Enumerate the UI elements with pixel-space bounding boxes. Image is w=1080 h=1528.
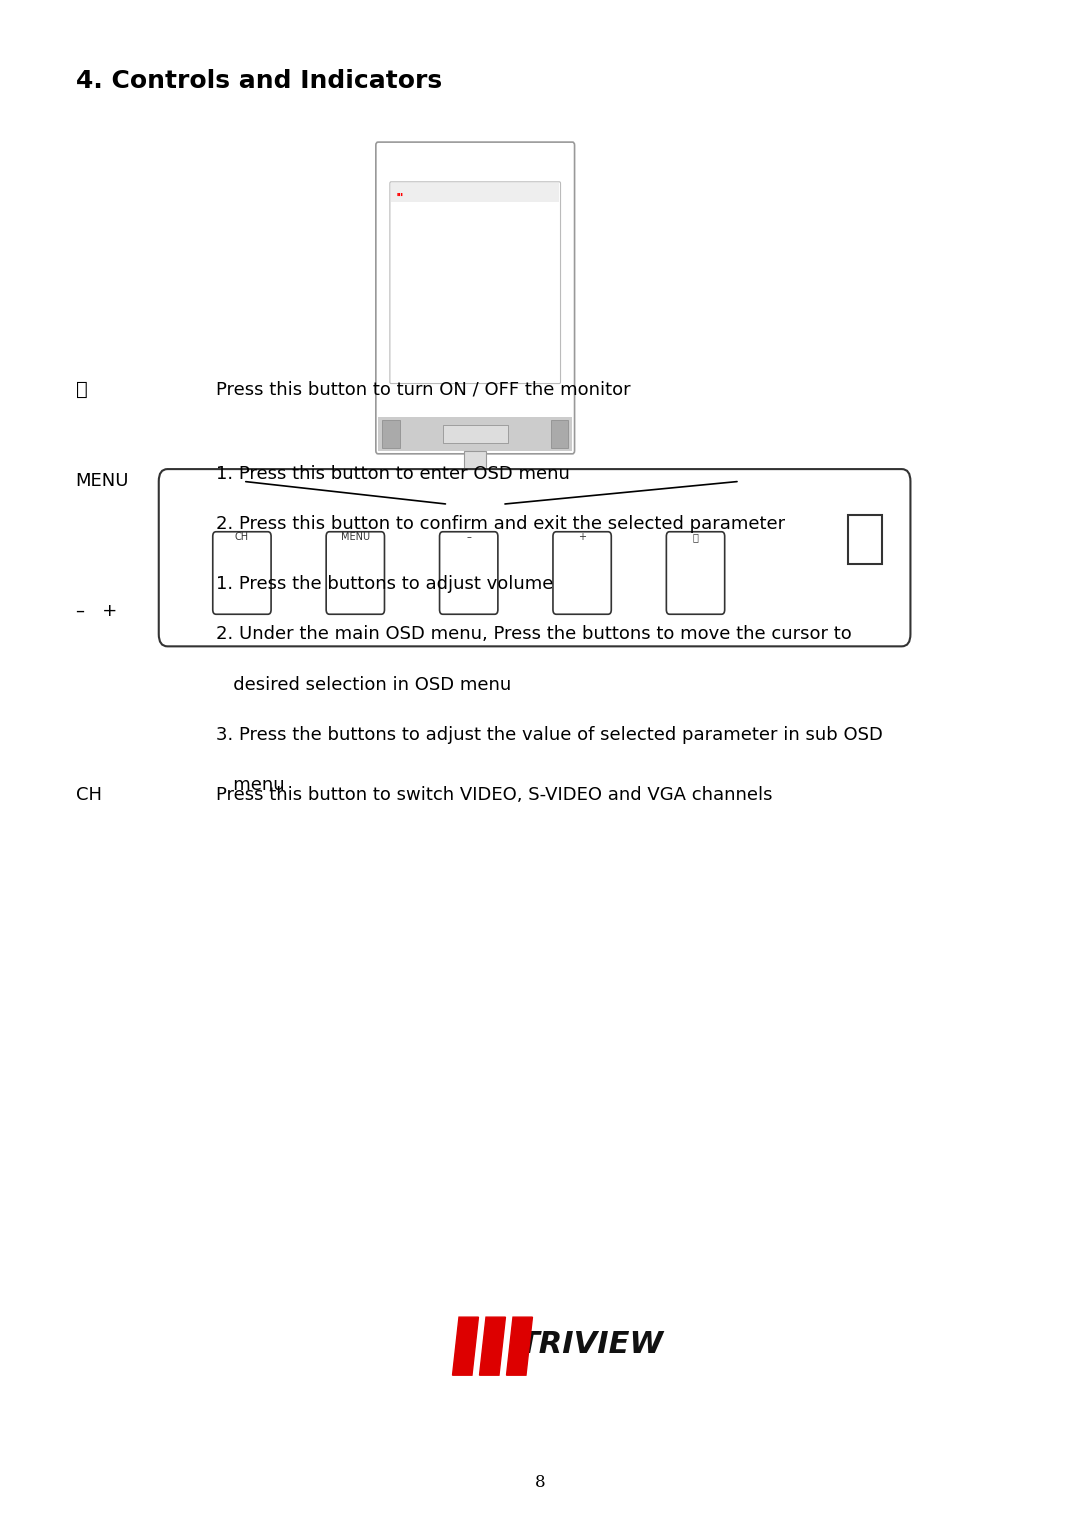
Text: ⏻: ⏻ [76,380,87,399]
Bar [382,420,400,448]
Bar [443,425,508,443]
FancyBboxPatch shape [440,532,498,614]
Bar [848,515,882,564]
Text: 2. Under the main OSD menu, Press the buttons to move the cursor to: 2. Under the main OSD menu, Press the bu… [216,625,852,643]
Polygon shape [507,1317,532,1375]
Text: ⏻: ⏻ [692,532,699,542]
Polygon shape [453,1317,478,1375]
Text: +: + [578,532,586,542]
Polygon shape [480,1317,505,1375]
Text: CH: CH [234,532,249,542]
FancyBboxPatch shape [326,532,384,614]
FancyBboxPatch shape [553,532,611,614]
Text: 8: 8 [535,1473,545,1491]
Text: TRIVIEW: TRIVIEW [518,1331,663,1358]
Text: 3. Press the buttons to adjust the value of selected parameter in sub OSD: 3. Press the buttons to adjust the value… [216,726,882,744]
FancyBboxPatch shape [213,532,271,614]
FancyBboxPatch shape [159,469,910,646]
Text: MENU: MENU [76,472,130,490]
Text: menu: menu [216,776,285,795]
Text: CH: CH [76,785,102,804]
FancyBboxPatch shape [666,532,725,614]
Text: 1. Press the buttons to adjust volume: 1. Press the buttons to adjust volume [216,575,553,593]
Text: Press this button to turn ON / OFF the monitor: Press this button to turn ON / OFF the m… [216,380,631,399]
Text: MENU: MENU [341,532,369,542]
Text: 2. Press this button to confirm and exit the selected parameter: 2. Press this button to confirm and exit… [216,515,785,533]
Text: Press this button to switch VIDEO, S-VIDEO and VGA channels: Press this button to switch VIDEO, S-VID… [216,785,772,804]
Text: 1. Press this button to enter OSD menu: 1. Press this button to enter OSD menu [216,465,570,483]
Text: –: – [467,532,471,542]
FancyBboxPatch shape [435,486,515,507]
Bar [391,183,559,202]
FancyBboxPatch shape [376,142,575,454]
Bar [464,451,486,489]
Text: desired selection in OSD menu: desired selection in OSD menu [216,675,511,694]
FancyBboxPatch shape [390,182,561,384]
Text: –   +: – + [76,602,117,620]
Bar [551,420,568,448]
Bar [378,417,572,451]
Text: ▮▮▮: ▮▮▮ [396,193,403,197]
Text: 4. Controls and Indicators: 4. Controls and Indicators [76,69,442,93]
